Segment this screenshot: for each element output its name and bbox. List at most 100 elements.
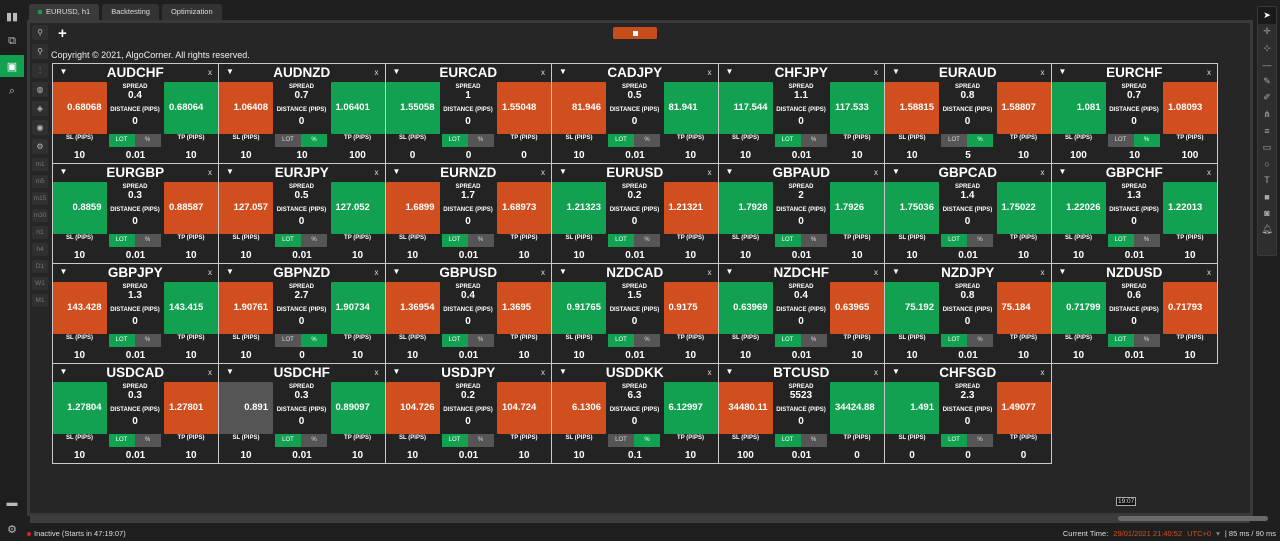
- menu-triangle-icon[interactable]: ▼: [392, 66, 401, 76]
- close-icon[interactable]: x: [1207, 67, 1211, 77]
- tp-input[interactable]: 0: [854, 449, 860, 461]
- menu-triangle-icon[interactable]: ▼: [725, 366, 734, 376]
- chart-icon[interactable]: ▮▮: [5, 10, 19, 23]
- copy-icon[interactable]: ⧉: [8, 34, 16, 47]
- close-icon[interactable]: x: [374, 167, 379, 177]
- sell-button[interactable]: 75.192: [885, 281, 939, 334]
- sl-input[interactable]: 10: [1072, 249, 1085, 261]
- percent-mode-button[interactable]: %: [134, 433, 161, 447]
- distance-value[interactable]: 0: [964, 415, 971, 427]
- size-input[interactable]: 0.01: [125, 349, 146, 361]
- size-input[interactable]: 0.01: [625, 149, 645, 161]
- robot-icon[interactable]: ▣: [0, 55, 24, 77]
- tp-input[interactable]: 10: [1184, 249, 1196, 261]
- size-input[interactable]: 0.01: [791, 149, 812, 161]
- text-icon[interactable]: T: [1264, 175, 1270, 186]
- buy-button[interactable]: 1.22013: [1163, 181, 1217, 234]
- buy-button[interactable]: 1.68973: [497, 181, 551, 234]
- percent-mode-button[interactable]: %: [967, 333, 993, 347]
- sell-button[interactable]: 1.55058: [385, 81, 440, 134]
- percent-mode-button[interactable]: %: [634, 133, 660, 147]
- close-icon[interactable]: x: [707, 267, 712, 277]
- percent-mode-button[interactable]: %: [467, 133, 494, 147]
- lot-mode-button[interactable]: LOT: [774, 233, 801, 247]
- buy-button[interactable]: 0.9175: [663, 281, 718, 334]
- close-icon[interactable]: x: [707, 167, 712, 177]
- buy-button[interactable]: 1.75022: [996, 181, 1051, 234]
- percent-mode-button[interactable]: %: [467, 433, 494, 447]
- timeframe-m15[interactable]: m15: [32, 192, 48, 205]
- lot-mode-button[interactable]: LOT: [941, 233, 967, 247]
- lot-mode-button[interactable]: LOT: [275, 233, 301, 247]
- sell-button[interactable]: 1.6899: [385, 181, 440, 234]
- menu-triangle-icon[interactable]: ▼: [559, 166, 567, 176]
- sl-input[interactable]: 10: [73, 149, 86, 161]
- percent-mode-button[interactable]: %: [134, 233, 161, 247]
- sell-button[interactable]: 127.057: [219, 181, 273, 234]
- size-input[interactable]: 5: [965, 149, 971, 161]
- percent-mode-button[interactable]: %: [967, 233, 993, 247]
- tp-input[interactable]: 0: [1020, 449, 1027, 461]
- sl-input[interactable]: 10: [739, 149, 752, 161]
- distance-value[interactable]: 0: [132, 415, 138, 427]
- tp-input[interactable]: 10: [351, 449, 364, 461]
- tab-eurusd-h1[interactable]: EURUSD, h1: [29, 4, 100, 20]
- close-icon[interactable]: x: [541, 367, 545, 377]
- distance-value[interactable]: 0: [798, 115, 804, 127]
- tp-input[interactable]: 0: [521, 149, 527, 161]
- tp-input[interactable]: 10: [351, 249, 364, 261]
- lot-mode-button[interactable]: LOT: [108, 433, 135, 447]
- close-icon[interactable]: x: [874, 167, 878, 177]
- size-input[interactable]: 0: [299, 349, 305, 361]
- sl-input[interactable]: 100: [737, 449, 754, 461]
- sl-input[interactable]: 10: [240, 149, 252, 161]
- close-icon[interactable]: x: [874, 267, 878, 277]
- lot-mode-button[interactable]: LOT: [108, 233, 135, 247]
- tp-input[interactable]: 10: [851, 349, 863, 361]
- gear-icon[interactable]: ⚙: [7, 523, 17, 536]
- close-icon[interactable]: x: [208, 367, 212, 377]
- close-icon[interactable]: x: [707, 367, 712, 377]
- camera-icon[interactable]: ◙: [1264, 208, 1270, 219]
- zoom-in-icon[interactable]: ⚲: [32, 25, 48, 40]
- sell-button[interactable]: 1.90761: [219, 281, 273, 334]
- close-icon[interactable]: x: [374, 67, 379, 77]
- distance-value[interactable]: 0: [465, 115, 471, 127]
- buy-button[interactable]: 127.052: [330, 181, 385, 234]
- circle-icon[interactable]: ○: [1264, 158, 1270, 169]
- lot-mode-button[interactable]: LOT: [441, 133, 468, 147]
- buy-button[interactable]: 0.71793: [1163, 281, 1217, 334]
- size-input[interactable]: 0.01: [458, 349, 479, 361]
- size-input[interactable]: 0.01: [1124, 249, 1145, 261]
- menu-triangle-icon[interactable]: ▼: [1058, 66, 1067, 76]
- distance-value[interactable]: 0: [631, 115, 638, 127]
- buy-button[interactable]: 1.90734: [330, 281, 385, 334]
- timeframe-M1[interactable]: M1: [32, 294, 48, 307]
- lot-mode-button[interactable]: LOT: [608, 233, 634, 247]
- percent-mode-button[interactable]: %: [301, 133, 327, 147]
- fork-icon[interactable]: ⋔: [1263, 108, 1271, 119]
- menu-triangle-icon[interactable]: ▼: [59, 366, 68, 376]
- sell-button[interactable]: 104.726: [385, 381, 440, 434]
- distance-value[interactable]: 0: [298, 315, 305, 327]
- close-icon[interactable]: x: [374, 367, 379, 377]
- lot-mode-button[interactable]: LOT: [441, 233, 468, 247]
- sl-input[interactable]: 10: [1072, 349, 1085, 361]
- lot-mode-button[interactable]: LOT: [275, 333, 301, 347]
- menu-triangle-icon[interactable]: ▼: [226, 366, 234, 376]
- close-icon[interactable]: x: [874, 67, 878, 77]
- globe-icon[interactable]: ◍: [32, 82, 48, 97]
- close-icon[interactable]: x: [1040, 267, 1045, 277]
- distance-value[interactable]: 0: [132, 215, 138, 227]
- percent-mode-button[interactable]: %: [301, 333, 327, 347]
- distance-value[interactable]: 0: [298, 115, 305, 127]
- menu-triangle-icon[interactable]: ▼: [725, 66, 734, 76]
- menu-triangle-icon[interactable]: ▼: [392, 166, 401, 176]
- sell-button[interactable]: 6.1306: [552, 381, 606, 434]
- percent-mode-button[interactable]: %: [1133, 133, 1160, 147]
- sell-button[interactable]: 1.081: [1051, 81, 1106, 134]
- sell-button[interactable]: 0.8859: [52, 181, 107, 234]
- timeframe-D1[interactable]: D1: [32, 260, 48, 273]
- sl-input[interactable]: 10: [573, 349, 585, 361]
- stop-button[interactable]: [613, 27, 657, 39]
